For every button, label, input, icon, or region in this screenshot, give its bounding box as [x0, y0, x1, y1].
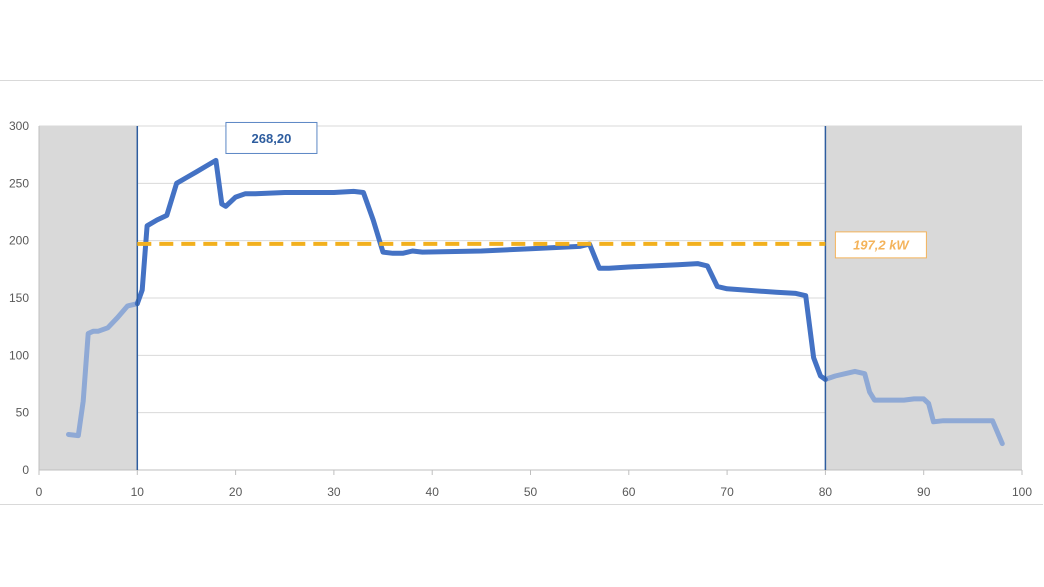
x-tick-label: 20 [229, 485, 243, 499]
x-tick-label: 100 [1012, 485, 1032, 499]
y-tick-label: 50 [16, 406, 30, 420]
y-tick-label: 200 [9, 234, 29, 248]
max-value-callout [225, 121, 318, 154]
average-value-label: 197,2 kW [853, 237, 910, 252]
x-tick-label: 30 [327, 485, 341, 499]
axes: 0 50 100 150 200 250 300 0 10 20 30 40 50 60 70 80 90 100 [9, 119, 1032, 499]
charging-power-chart: 0 50 100 150 200 250 300 0 10 20 30 40 50 60 70 80 90 100… [9, 119, 1032, 499]
x-tick-label: 60 [622, 485, 636, 499]
y-tick-label: 300 [9, 119, 29, 133]
x-tick-label: 80 [819, 485, 833, 499]
x-tick-label: 70 [720, 485, 734, 499]
chart-frame: 0 50 100 150 200 250 300 0 10 20 30 40 50 60 70 80 90 100… [0, 80, 1043, 505]
x-tick-label: 40 [426, 485, 440, 499]
y-tick-label: 250 [9, 176, 29, 190]
y-tick-label: 0 [22, 463, 29, 477]
average-value-callout [834, 231, 927, 259]
y-tick-label: 100 [9, 348, 29, 362]
y-tick-label: 150 [9, 291, 29, 305]
reference-layer [136, 126, 827, 470]
annotations: 268,20 197,2 kW [225, 121, 927, 259]
series-layer [66, 157, 1005, 447]
series-line-after [822, 368, 1005, 447]
x-tick-label: 90 [917, 485, 931, 499]
x-tick-label: 0 [36, 485, 43, 499]
series-line-before [66, 301, 140, 439]
x-tick-label: 50 [524, 485, 538, 499]
series-line-main [134, 157, 828, 382]
x-tick-label: 10 [131, 485, 145, 499]
max-value-label: 268,20 [252, 131, 292, 146]
